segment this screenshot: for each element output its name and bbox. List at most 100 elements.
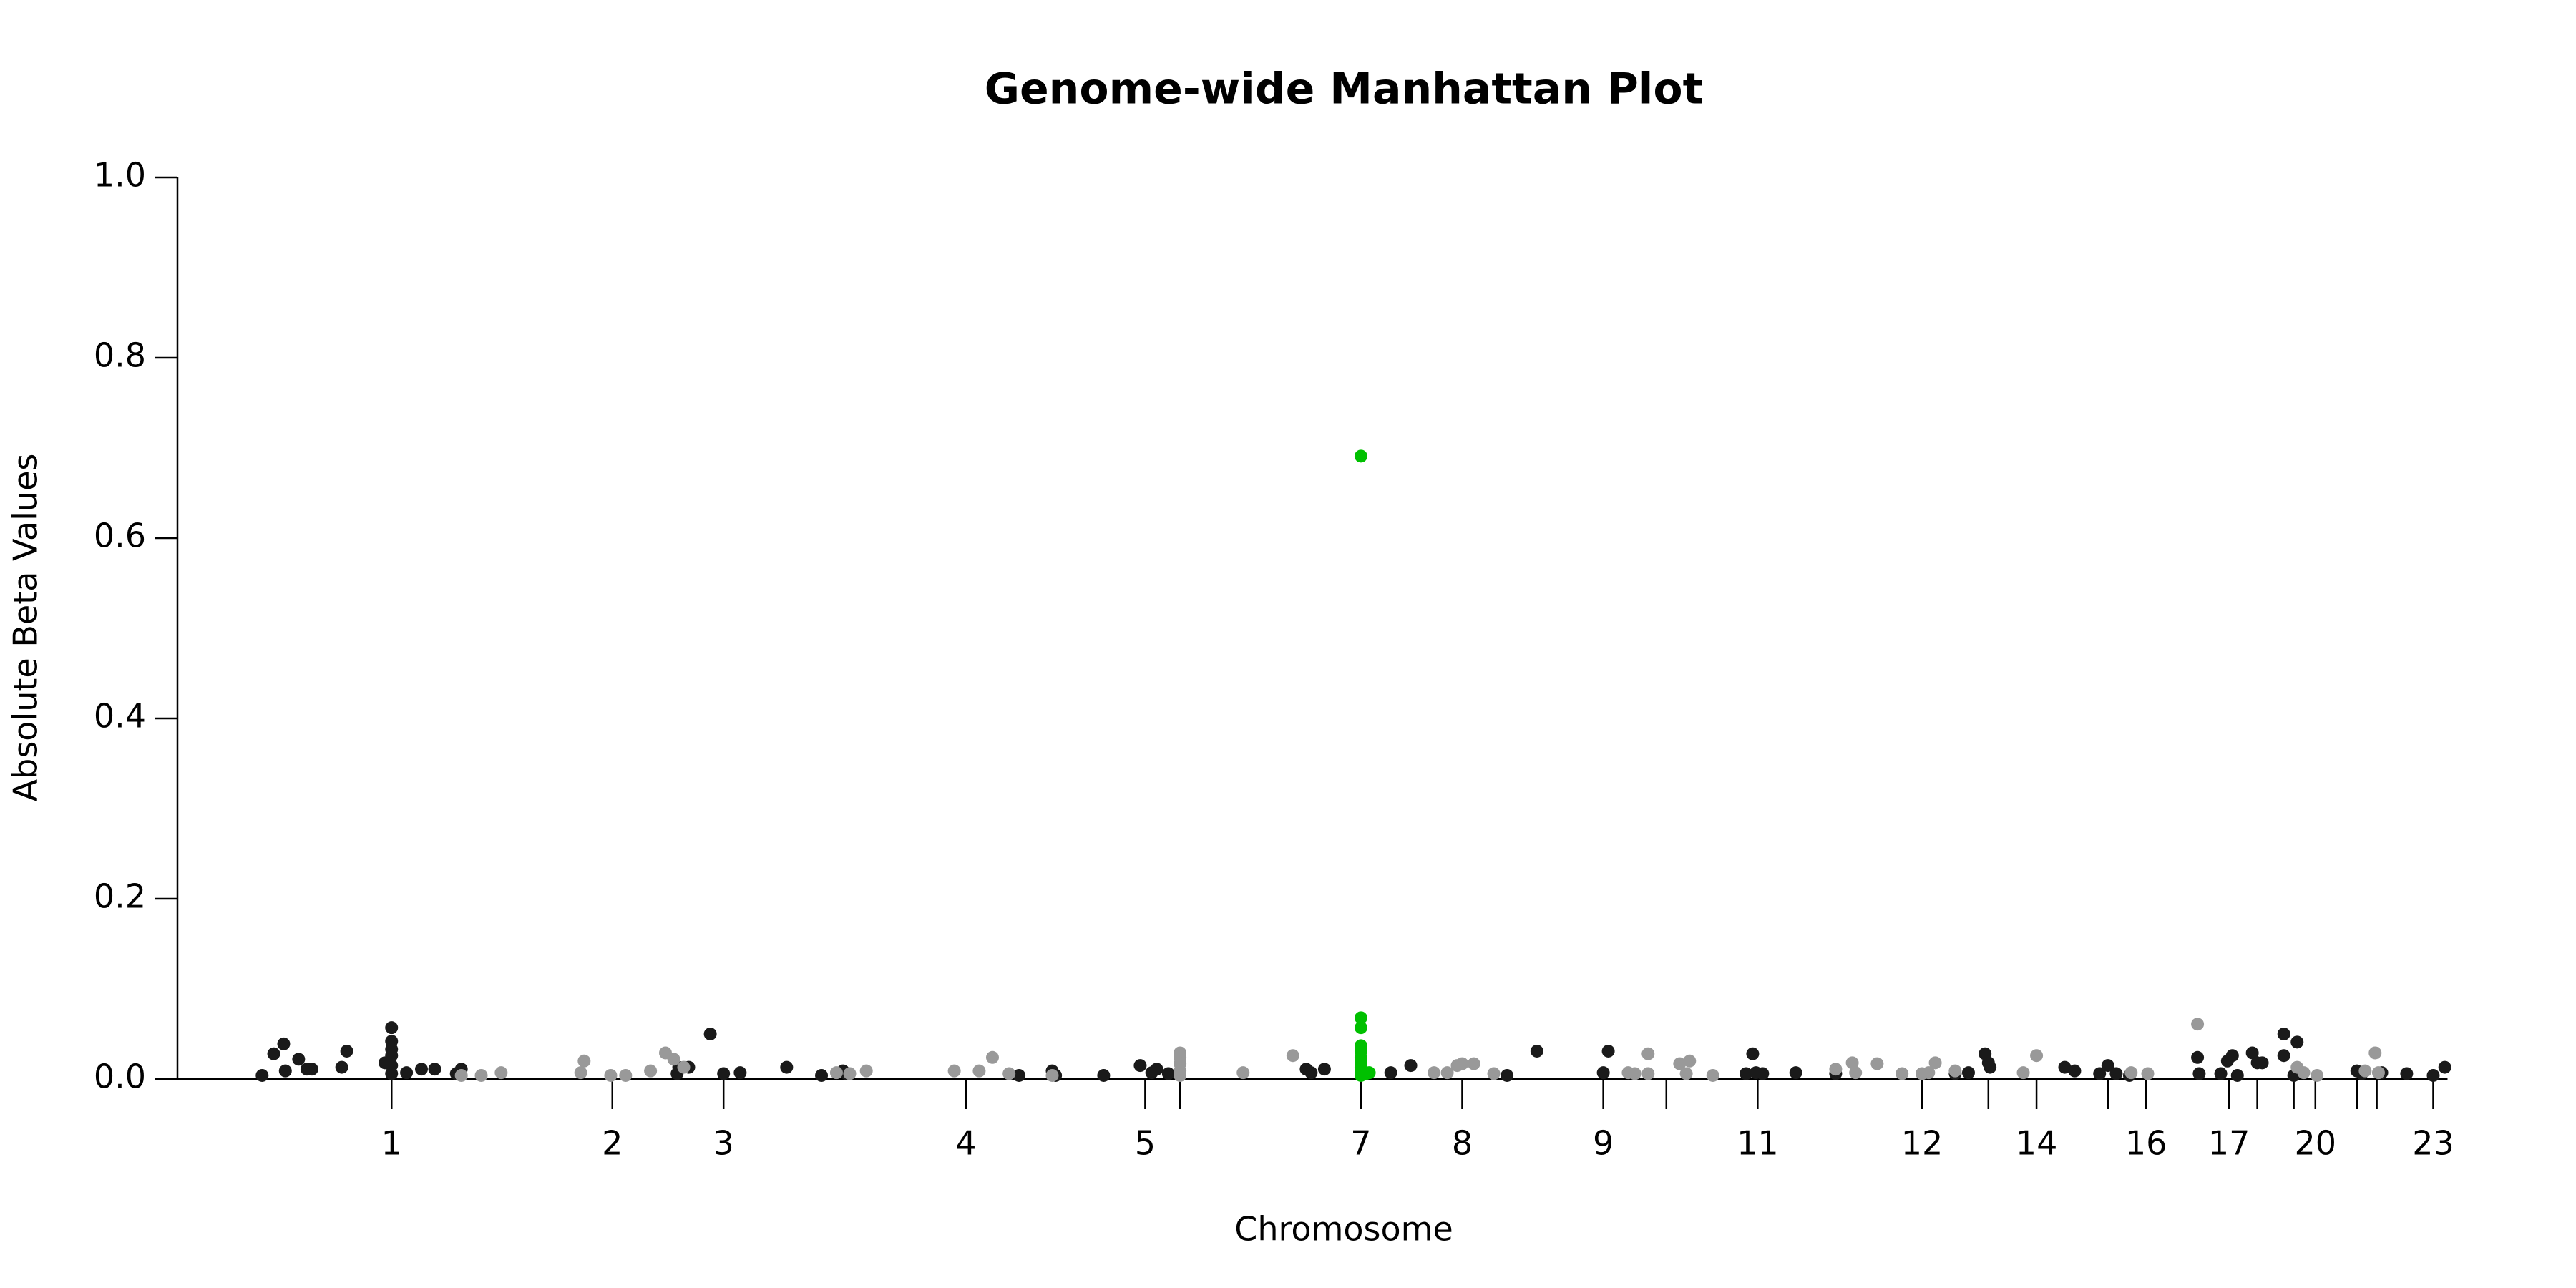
point bbox=[703, 1028, 717, 1040]
x-tick-label: 11 bbox=[1737, 1124, 1779, 1163]
point bbox=[1641, 1067, 1655, 1080]
point bbox=[385, 1049, 399, 1063]
point bbox=[1133, 1059, 1147, 1073]
y-axis-label: Absolute Beta Values bbox=[6, 454, 45, 802]
point bbox=[2438, 1060, 2451, 1074]
point bbox=[1236, 1066, 1250, 1080]
point bbox=[1961, 1066, 1975, 1080]
point bbox=[2358, 1064, 2372, 1078]
y-tick-label: 1.0 bbox=[94, 156, 146, 195]
point bbox=[1706, 1068, 1719, 1082]
point bbox=[1641, 1047, 1655, 1060]
point bbox=[829, 1066, 843, 1080]
point bbox=[494, 1066, 508, 1080]
point bbox=[574, 1066, 587, 1080]
chart-title: Genome-wide Manhattan Plot bbox=[985, 64, 1704, 114]
point bbox=[2225, 1049, 2239, 1063]
point bbox=[644, 1064, 658, 1078]
point bbox=[1845, 1056, 1859, 1070]
point bbox=[414, 1063, 428, 1076]
point bbox=[2192, 1067, 2206, 1080]
point bbox=[1679, 1067, 1693, 1080]
point bbox=[277, 1037, 291, 1050]
point bbox=[1628, 1067, 1641, 1080]
point bbox=[2016, 1066, 2030, 1080]
x-tick-label: 1 bbox=[381, 1124, 402, 1163]
point bbox=[1384, 1066, 1397, 1080]
x-axis-label: Chromosome bbox=[1234, 1210, 1453, 1249]
point bbox=[2290, 1035, 2304, 1049]
point bbox=[1756, 1067, 1770, 1080]
point bbox=[1596, 1066, 1610, 1080]
point bbox=[733, 1066, 747, 1080]
point bbox=[1002, 1067, 1016, 1080]
x-tick-label: 16 bbox=[2125, 1124, 2167, 1163]
point bbox=[2214, 1067, 2228, 1080]
point bbox=[1896, 1067, 1909, 1080]
point bbox=[340, 1044, 353, 1058]
point bbox=[1150, 1063, 1163, 1076]
point bbox=[385, 1021, 399, 1035]
point bbox=[677, 1060, 691, 1074]
x-tick-label: 9 bbox=[1593, 1124, 1614, 1163]
point bbox=[2368, 1046, 2382, 1060]
point bbox=[1683, 1054, 1697, 1068]
point bbox=[1849, 1066, 1863, 1080]
point bbox=[1362, 1066, 1376, 1080]
point bbox=[1789, 1066, 1802, 1080]
point bbox=[2400, 1067, 2414, 1080]
point bbox=[972, 1064, 986, 1078]
x-tick-label: 7 bbox=[1350, 1124, 1371, 1163]
point bbox=[2297, 1066, 2311, 1080]
point bbox=[2068, 1064, 2082, 1078]
point bbox=[2124, 1066, 2138, 1080]
point bbox=[1354, 1021, 1367, 1035]
point bbox=[400, 1066, 414, 1080]
point bbox=[1404, 1059, 1418, 1073]
point bbox=[385, 1067, 399, 1080]
point bbox=[1948, 1064, 1962, 1078]
point bbox=[454, 1068, 468, 1082]
point bbox=[292, 1053, 306, 1066]
point bbox=[278, 1064, 292, 1078]
point bbox=[780, 1060, 794, 1074]
point bbox=[1740, 1067, 1753, 1080]
x-tick-label: 4 bbox=[955, 1124, 976, 1163]
point bbox=[2277, 1049, 2290, 1063]
point bbox=[1829, 1063, 1843, 1076]
x-tick-label: 5 bbox=[1135, 1124, 1156, 1163]
point bbox=[428, 1063, 441, 1076]
point bbox=[2058, 1060, 2072, 1074]
point bbox=[667, 1053, 680, 1066]
point bbox=[985, 1050, 999, 1064]
point bbox=[947, 1064, 961, 1078]
point bbox=[1601, 1044, 1615, 1058]
point bbox=[1286, 1049, 1299, 1063]
point bbox=[1467, 1057, 1480, 1070]
point bbox=[1045, 1068, 1059, 1082]
point bbox=[2245, 1046, 2259, 1060]
point bbox=[815, 1068, 829, 1082]
point bbox=[2141, 1067, 2155, 1080]
y-tick-label: 0.2 bbox=[94, 877, 146, 916]
y-tick-label: 0.4 bbox=[94, 697, 146, 736]
point bbox=[1984, 1060, 1997, 1074]
point bbox=[717, 1067, 731, 1080]
x-tick-label: 3 bbox=[713, 1124, 734, 1163]
point bbox=[604, 1068, 618, 1082]
point bbox=[2255, 1056, 2269, 1070]
point bbox=[1455, 1057, 1469, 1070]
point bbox=[267, 1047, 280, 1060]
point bbox=[2371, 1066, 2385, 1080]
point bbox=[577, 1054, 591, 1068]
point bbox=[474, 1068, 488, 1082]
point bbox=[1161, 1067, 1175, 1080]
point bbox=[1317, 1063, 1331, 1076]
point bbox=[843, 1067, 857, 1080]
x-tick-label: 2 bbox=[602, 1124, 623, 1163]
x-tick-label: 8 bbox=[1452, 1124, 1473, 1163]
point bbox=[1440, 1066, 1454, 1080]
x-tick-label: 20 bbox=[2295, 1124, 2337, 1163]
